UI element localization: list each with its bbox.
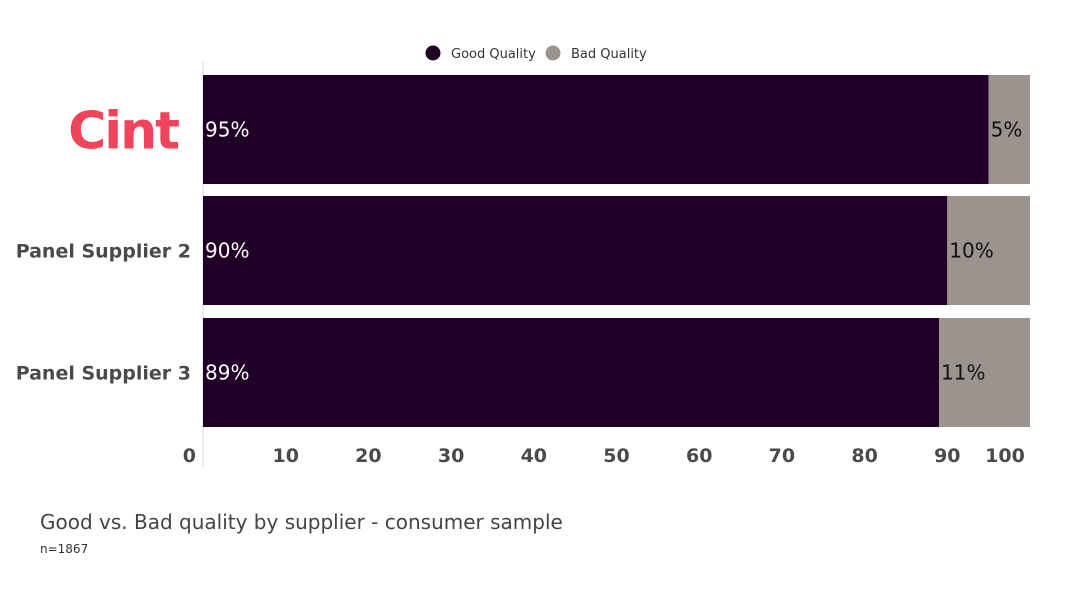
bar-label-good-1: 95% [205, 118, 249, 142]
bar-good-3 [203, 318, 940, 427]
legend-swatch-good [425, 45, 441, 61]
bar-label-good-3: 89% [205, 361, 249, 385]
x-tick-0: 0 [183, 445, 196, 467]
bar-bad-2 [947, 196, 1030, 305]
legend-swatch-bad [545, 45, 561, 61]
bar-label-bad-2: 10% [949, 239, 993, 263]
sample-size-note: n=1867 [40, 542, 89, 556]
x-tick-30: 30 [438, 445, 464, 467]
x-tick-40: 40 [521, 445, 547, 467]
x-tick-90: 90 [934, 445, 960, 467]
bar-good-1 [203, 75, 989, 184]
bar-good-2 [203, 196, 948, 305]
bar-bad-1 [988, 75, 1030, 184]
x-tick-70: 70 [769, 445, 795, 467]
x-tick-20: 20 [355, 445, 381, 467]
x-tick-10: 10 [272, 445, 298, 467]
bar-bad-3 [939, 318, 1030, 427]
bar-label-bad-1: 5% [991, 118, 1023, 142]
x-tick-80: 80 [851, 445, 877, 467]
x-tick-50: 50 [603, 445, 629, 467]
chart-title: Good vs. Bad quality by supplier - consu… [40, 510, 563, 534]
bar-label-good-2: 90% [205, 239, 249, 263]
cint-logo: Cint [68, 102, 179, 162]
x-tick-60: 60 [686, 445, 712, 467]
bar-label-bad-3: 11% [941, 361, 985, 385]
legend-label-good: Good Quality [451, 47, 536, 62]
category-label-3: Panel Supplier 3 [16, 363, 191, 385]
legend-label-bad: Bad Quality [571, 47, 647, 62]
x-tick-100: 100 [985, 445, 1025, 467]
category-label-2: Panel Supplier 2 [16, 241, 191, 263]
